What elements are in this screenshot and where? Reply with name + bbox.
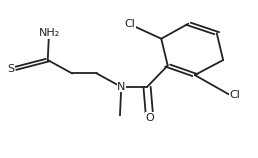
Text: Cl: Cl <box>125 19 136 30</box>
Text: S: S <box>7 64 14 74</box>
Text: NH₂: NH₂ <box>38 28 60 38</box>
Text: N: N <box>117 82 125 92</box>
Text: Cl: Cl <box>230 90 240 100</box>
Text: O: O <box>145 113 154 123</box>
